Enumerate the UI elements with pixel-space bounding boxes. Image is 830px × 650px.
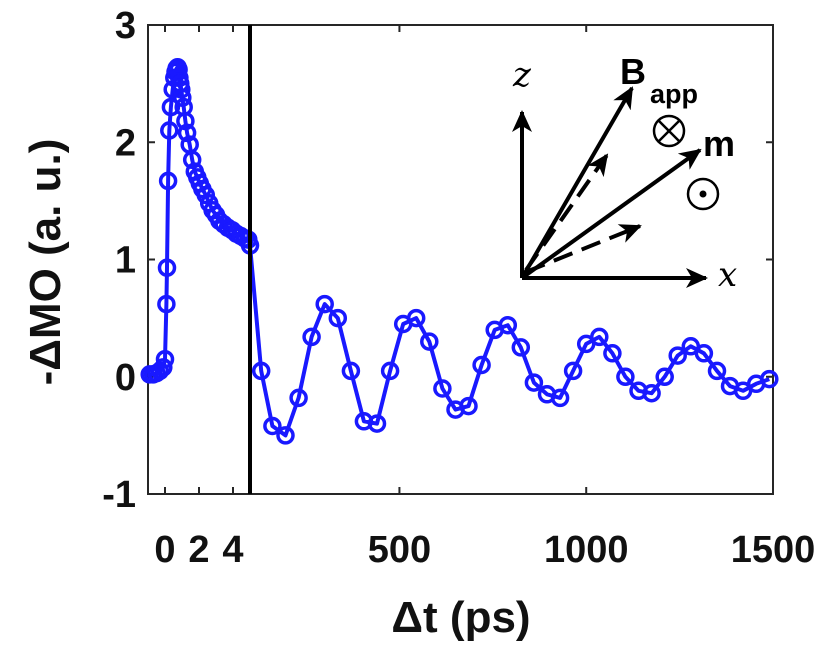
x-tick-label: 0	[154, 529, 175, 571]
data-point	[177, 123, 197, 143]
inset-b-label: B	[620, 51, 646, 92]
data-point	[157, 258, 177, 277]
data-point	[459, 396, 478, 416]
data-point	[251, 361, 271, 381]
data-point	[472, 355, 491, 375]
data-point	[380, 361, 400, 381]
inset-z-label: z	[512, 55, 532, 95]
data-point	[315, 294, 334, 314]
y-tick-label: 0	[115, 357, 136, 399]
data-point	[550, 388, 570, 408]
data-point	[302, 327, 321, 347]
data-point	[158, 171, 178, 191]
inset-b-app-vector	[520, 86, 634, 280]
y-tick-label: 2	[115, 122, 136, 164]
data-point	[420, 332, 439, 351]
data-point	[289, 388, 308, 408]
y-axis-ticks: -1 0 1 2 3	[102, 5, 773, 516]
data-point	[154, 358, 173, 377]
data-point	[155, 349, 175, 369]
series-layer	[140, 57, 779, 445]
y-axis-title: -ΔMO (a. u.)	[21, 139, 70, 386]
inset-dashed-vector-lower	[525, 224, 642, 274]
data-point	[161, 97, 181, 117]
inset-out-of-page-symbol	[686, 177, 720, 211]
x-tick-label: 4	[222, 529, 243, 571]
data-point	[694, 344, 714, 363]
data-point	[760, 369, 779, 389]
data-point	[707, 361, 727, 381]
data-point	[263, 416, 282, 436]
inset-m-label: m	[703, 123, 735, 164]
x-tick-label: 500	[368, 529, 431, 571]
inset-x-label: x	[718, 255, 737, 295]
inset-dashed-vector-upper	[524, 153, 609, 272]
y-tick-label: 1	[115, 240, 136, 282]
data-point	[668, 346, 687, 365]
inset-m-vector	[520, 148, 702, 280]
data-point	[603, 344, 622, 363]
data-point	[433, 379, 452, 398]
y-tick-label: -1	[102, 474, 136, 516]
x-axis-ticks: 0 2 4 500 1000 1500	[154, 25, 815, 571]
data-point	[367, 414, 387, 433]
data-point	[182, 150, 202, 170]
data-point	[176, 111, 195, 131]
data-point	[172, 80, 191, 99]
data-point	[563, 361, 583, 381]
data-point	[276, 426, 295, 445]
data-point	[173, 88, 192, 107]
x-tick-label: 2	[188, 529, 209, 571]
data-point	[590, 327, 609, 347]
data-point	[406, 308, 426, 328]
y-tick-label: 3	[115, 5, 136, 47]
data-point	[157, 294, 176, 314]
data-point	[328, 308, 348, 328]
x-axis-title: Δt (ps)	[391, 593, 530, 642]
data-point	[642, 383, 661, 403]
inset-vector-diagram: z x B app m	[512, 51, 737, 295]
data-point	[524, 373, 544, 392]
data-point	[616, 367, 635, 387]
x-tick-label: 1500	[731, 529, 816, 571]
inset-into-page-symbol	[652, 114, 686, 148]
data-point	[341, 361, 361, 381]
data-point	[498, 315, 518, 335]
inset-b-subscript: app	[650, 79, 698, 109]
data-point	[511, 338, 531, 357]
data-point	[160, 121, 179, 140]
x-tick-label: 1000	[544, 529, 629, 571]
data-point	[655, 367, 674, 387]
